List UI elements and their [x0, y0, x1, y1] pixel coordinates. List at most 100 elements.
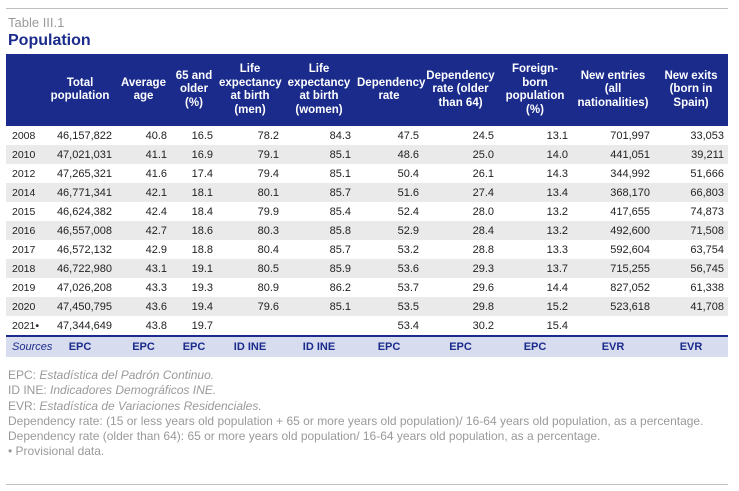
- population-table: Total population Average age 65 and olde…: [6, 54, 728, 357]
- table-cell: [217, 316, 283, 337]
- table-cell: 13.7: [498, 259, 572, 278]
- table-cell: 80.1: [217, 183, 283, 202]
- table-cell: 15.2: [498, 297, 572, 316]
- table-cell: 42.1: [116, 183, 171, 202]
- table-cell: 80.4: [217, 240, 283, 259]
- table-cell: 79.9: [217, 202, 283, 221]
- table-cell: 18.4: [171, 202, 217, 221]
- header-cell: New entries (all nationalities): [572, 54, 654, 126]
- table-cell: 715,255: [572, 259, 654, 278]
- source-cell: EPC: [355, 336, 423, 357]
- table-cell: 53.2: [355, 240, 423, 259]
- table-cell: 13.4: [498, 183, 572, 202]
- table-cell: 42.4: [116, 202, 171, 221]
- table-cell: 85.1: [283, 145, 355, 164]
- table-cell: 47,344,649: [44, 316, 116, 337]
- table-cell: 13.2: [498, 221, 572, 240]
- footnote: ID INE: Indicadores Demográficos INE.: [8, 383, 730, 398]
- table-cell: 827,052: [572, 278, 654, 297]
- table-cell: 17.4: [171, 164, 217, 183]
- table-cell: 46,771,341: [44, 183, 116, 202]
- table-cell: 43.3: [116, 278, 171, 297]
- footnote-abbreviation: EVR:: [8, 398, 40, 413]
- table-cell: 26.1: [423, 164, 498, 183]
- table-cell: 368,170: [572, 183, 654, 202]
- table-row: 2010 47,021,031 41.1 16.9 79.1 85.1 48.6 25.0 14…: [6, 145, 728, 164]
- table-cell: 85.9: [283, 259, 355, 278]
- header-cell: Foreign-born population (%): [498, 54, 572, 126]
- source-cell: ID INE: [217, 336, 283, 357]
- table-cell: 14.0: [498, 145, 572, 164]
- table-cell: 42.7: [116, 221, 171, 240]
- table-cell: 85.7: [283, 183, 355, 202]
- source-cell: EPC: [171, 336, 217, 357]
- table-cell: 18.8: [171, 240, 217, 259]
- footnote-abbreviation: ID INE:: [8, 383, 51, 398]
- table-cell: [654, 316, 728, 337]
- year-cell: 2017: [6, 240, 44, 259]
- table-cell: 46,722,980: [44, 259, 116, 278]
- table-cell: 14.4: [498, 278, 572, 297]
- table-cell: 28.4: [423, 221, 498, 240]
- table-cell: [283, 316, 355, 337]
- table-row: 2021• 47,344,649 43.8 19.7 53.4 30.2 15.4: [6, 316, 728, 337]
- table-cell: 46,624,382: [44, 202, 116, 221]
- table-cell: 592,604: [572, 240, 654, 259]
- table-cell: 43.1: [116, 259, 171, 278]
- table-cell: 84.3: [283, 126, 355, 145]
- footnote: Dependency rate (older than 64): 65 or m…: [8, 429, 601, 444]
- table-cell: 492,600: [572, 221, 654, 240]
- table-cell: 46,572,132: [44, 240, 116, 259]
- table-cell: 53.7: [355, 278, 423, 297]
- table-cell: 80.9: [217, 278, 283, 297]
- table-cell: 74,873: [654, 202, 728, 221]
- table-cell: 18.6: [171, 221, 217, 240]
- table-cell: 85.1: [283, 297, 355, 316]
- table-cell: 43.6: [116, 297, 171, 316]
- table-cell: 47,265,321: [44, 164, 116, 183]
- year-cell: 2010: [6, 145, 44, 164]
- year-cell: 2015: [6, 202, 44, 221]
- table-cell: 85.7: [283, 240, 355, 259]
- table-cell: 56,745: [654, 259, 728, 278]
- table-row: 2015 46,624,382 42.4 18.4 79.9 85.4 52.4 28.0 13…: [6, 202, 728, 221]
- table-cell: 42.9: [116, 240, 171, 259]
- source-cell: EPC: [44, 336, 116, 357]
- table-cell: 24.5: [423, 126, 498, 145]
- table-label: Table III.1: [8, 15, 65, 30]
- table-cell: 417,655: [572, 202, 654, 221]
- header-row: Total population Average age 65 and olde…: [6, 54, 728, 126]
- header-cell: Life expectancy at birth (women): [283, 54, 355, 126]
- table-cell: 18.1: [171, 183, 217, 202]
- table-cell: 14.3: [498, 164, 572, 183]
- table-cell: 29.8: [423, 297, 498, 316]
- header-cell: Average age: [116, 54, 171, 126]
- footnote-definition: Estadística de Variaciones Residenciales…: [39, 398, 262, 413]
- table-cell: 52.9: [355, 221, 423, 240]
- table-cell: 79.6: [217, 297, 283, 316]
- footnote: Dependency rate: (15 or less years old p…: [8, 413, 704, 428]
- table-row: 2020 47,450,795 43.6 19.4 79.6 85.1 53.5 29.8 15…: [6, 297, 728, 316]
- table-row: 2008 46,157,822 40.8 16.5 78.2 84.3 47.5 24.5 13…: [6, 126, 728, 145]
- year-cell: 2012: [6, 164, 44, 183]
- table-cell: 15.4: [498, 316, 572, 337]
- table-cell: 46,557,008: [44, 221, 116, 240]
- footnote: EVR: Estadística de Variaciones Residenc…: [8, 399, 730, 414]
- year-cell: 2021•: [6, 316, 44, 337]
- table-cell: 13.1: [498, 126, 572, 145]
- year-cell: 2014: [6, 183, 44, 202]
- table-cell: 79.1: [217, 145, 283, 164]
- footnote: EPC: Estadística del Padrón Continuo.: [8, 368, 730, 383]
- sources-row: Sources EPC EPC EPC ID INE ID INE EPC EPC EPC EVR…: [6, 336, 728, 357]
- table-cell: 41.1: [116, 145, 171, 164]
- header-cell: Life expectancy at birth (men): [217, 54, 283, 126]
- table-cell: 85.4: [283, 202, 355, 221]
- table-cell: 41.6: [116, 164, 171, 183]
- table-cell: 43.8: [116, 316, 171, 337]
- table-row: 2014 46,771,341 42.1 18.1 80.1 85.7 51.6 27.4 13…: [6, 183, 728, 202]
- table-cell: 441,051: [572, 145, 654, 164]
- table-cell: 19.4: [171, 297, 217, 316]
- header-cell: 65 and older (%): [171, 54, 217, 126]
- table-cell: 61,338: [654, 278, 728, 297]
- table-cell: 523,618: [572, 297, 654, 316]
